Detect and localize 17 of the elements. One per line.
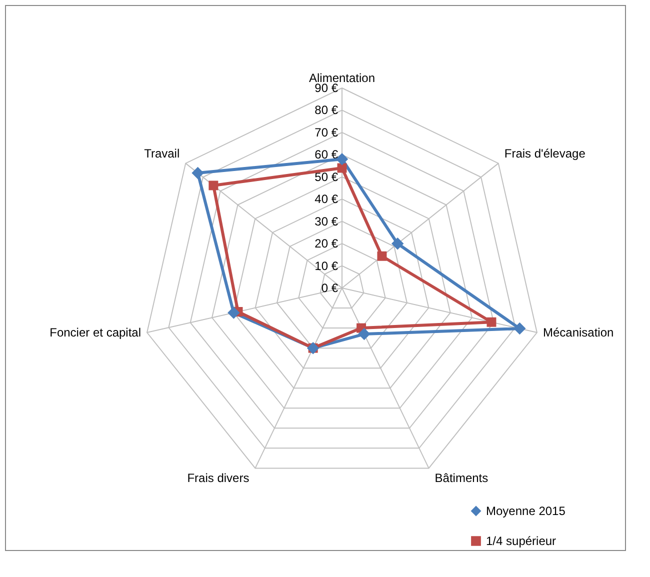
- spoke-label: Mécanisation: [542, 326, 614, 340]
- y-tick-label: 70 €: [314, 125, 338, 140]
- y-tick-label: 0 €: [321, 281, 338, 295]
- y-tick-label: 30 €: [314, 214, 338, 228]
- spoke-label: Foncier et capital: [50, 326, 142, 340]
- legend-label: 1/4 supérieur: [486, 534, 556, 548]
- y-tick-label: 40 €: [314, 192, 338, 206]
- spoke-label: Bâtiments: [434, 471, 488, 486]
- spoke-label: Travail: [144, 146, 180, 160]
- y-tick-label: 20 €: [314, 236, 338, 251]
- y-tick-label: 10 €: [314, 258, 338, 273]
- spoke-label: Frais divers: [187, 471, 250, 486]
- spoke-label: Frais d'élevage: [504, 146, 586, 160]
- y-tick-label: 50 €: [314, 170, 338, 184]
- y-tick-label: 80 €: [314, 103, 338, 118]
- y-tick-label: 60 €: [314, 148, 338, 162]
- legend-label: Moyenne 2015: [486, 504, 566, 518]
